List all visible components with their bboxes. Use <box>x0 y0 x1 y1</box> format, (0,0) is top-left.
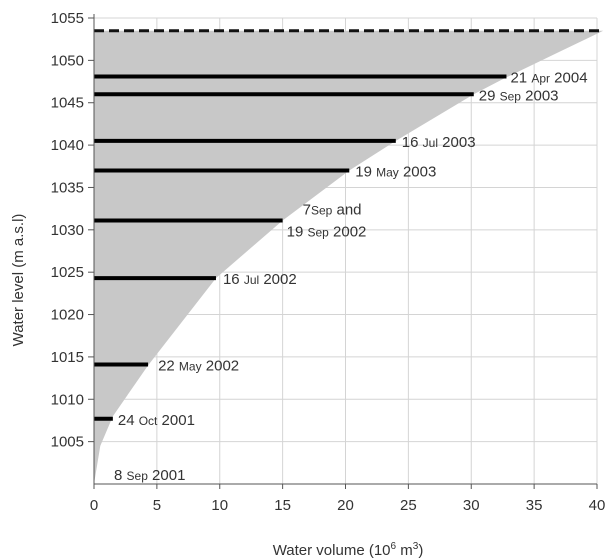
annotation-text: 2002 <box>329 223 367 240</box>
x-tick-label: 5 <box>153 497 161 514</box>
y-tick-label: 1055 <box>51 10 84 27</box>
x-tick-label: 30 <box>463 497 480 514</box>
annotation-text: 21 <box>510 69 531 86</box>
annotation-month: Oct <box>139 414 158 428</box>
date-annotation: 29 Sep 2003 <box>479 87 559 104</box>
date-annotation: 7Sep and <box>303 201 362 218</box>
y-tick-label: 1015 <box>51 349 84 366</box>
annotation-text: 2004 <box>550 69 588 86</box>
y-tick-labels: 1005 1010 1015 1020 1025 1030 1035 1040 1045 1050… <box>51 10 84 451</box>
axes <box>88 14 598 489</box>
annotation-text: 2003 <box>521 87 559 104</box>
annotation-text: 2002 <box>259 271 297 288</box>
date-annotation: 21 Apr 2004 <box>510 69 587 86</box>
annotation-text: 16 <box>402 134 423 151</box>
y-tick-label: 1020 <box>51 307 84 324</box>
annotation-text: 19 <box>355 164 376 181</box>
y-tick-label: 1050 <box>51 52 84 69</box>
annotation-month: Sep <box>311 203 333 217</box>
y-tick-label: 1040 <box>51 137 84 154</box>
annotation-text: 2001 <box>157 412 195 429</box>
annotation-text: and <box>332 201 361 218</box>
x-axis-title: Water volume (106 m3) <box>273 541 424 559</box>
annotation-month: Jul <box>244 273 259 287</box>
annotation-month: Apr <box>531 71 550 85</box>
date-annotation: 19 Sep 2002 <box>287 223 367 240</box>
annotation-text: 16 <box>223 271 244 288</box>
date-annotation: 16 Jul 2003 <box>402 134 476 151</box>
x-axis-title-main: Water volume (10 <box>273 542 391 559</box>
date-annotation: 24 Oct 2001 <box>118 412 195 429</box>
annotation-text: 8 <box>114 467 127 484</box>
x-axis-title-exp2: 3 <box>413 541 419 552</box>
annotation-text: 2001 <box>148 467 186 484</box>
y-tick-label: 1010 <box>51 391 84 408</box>
annotation-month: Sep <box>500 89 522 103</box>
y-axis-title: Water level (m a.s.l) <box>10 214 27 347</box>
annotation-text: 2003 <box>438 134 476 151</box>
date-annotation: 22 May 2002 <box>158 358 239 375</box>
y-tick-label: 1005 <box>51 434 84 451</box>
x-tick-label: 0 <box>90 497 98 514</box>
volume-area <box>94 30 604 484</box>
annotation-text: 22 <box>158 358 179 375</box>
x-tick-label: 10 <box>211 497 228 514</box>
x-tick-label: 15 <box>274 497 291 514</box>
y-tick-label: 1030 <box>51 222 84 239</box>
x-axis-title-exp1: 6 <box>391 541 397 552</box>
level-bars <box>94 74 507 421</box>
x-tick-label: 35 <box>526 497 543 514</box>
x-tick-label: 20 <box>337 497 354 514</box>
date-annotation: 8 Sep 2001 <box>114 467 185 484</box>
annotation-month: Jul <box>423 136 438 150</box>
annotation-month: Sep <box>307 225 329 239</box>
y-tick-label: 1035 <box>51 179 84 196</box>
x-tick-labels: 0 5 10 15 20 25 30 35 40 <box>90 497 606 514</box>
annotation-text: 7 <box>303 201 311 218</box>
x-axis-title-mid: m <box>396 542 413 559</box>
x-tick-label: 25 <box>400 497 417 514</box>
annotation-text: 29 <box>479 87 500 104</box>
date-annotation: 16 Jul 2002 <box>223 271 297 288</box>
annotation-text: 24 <box>118 412 139 429</box>
annotation-month: Sep <box>127 469 149 483</box>
x-axis-title-end: ) <box>418 542 423 559</box>
y-tick-label: 1025 <box>51 264 84 281</box>
annotation-month: May <box>376 166 399 180</box>
annotation-text: 19 <box>287 223 308 240</box>
y-tick-label: 1045 <box>51 95 84 112</box>
annotation-month: May <box>179 360 202 374</box>
date-annotation: 19 May 2003 <box>355 164 436 181</box>
annotation-text: 2003 <box>399 164 437 181</box>
x-tick-label: 40 <box>589 497 606 514</box>
annotation-text: 2002 <box>202 358 240 375</box>
